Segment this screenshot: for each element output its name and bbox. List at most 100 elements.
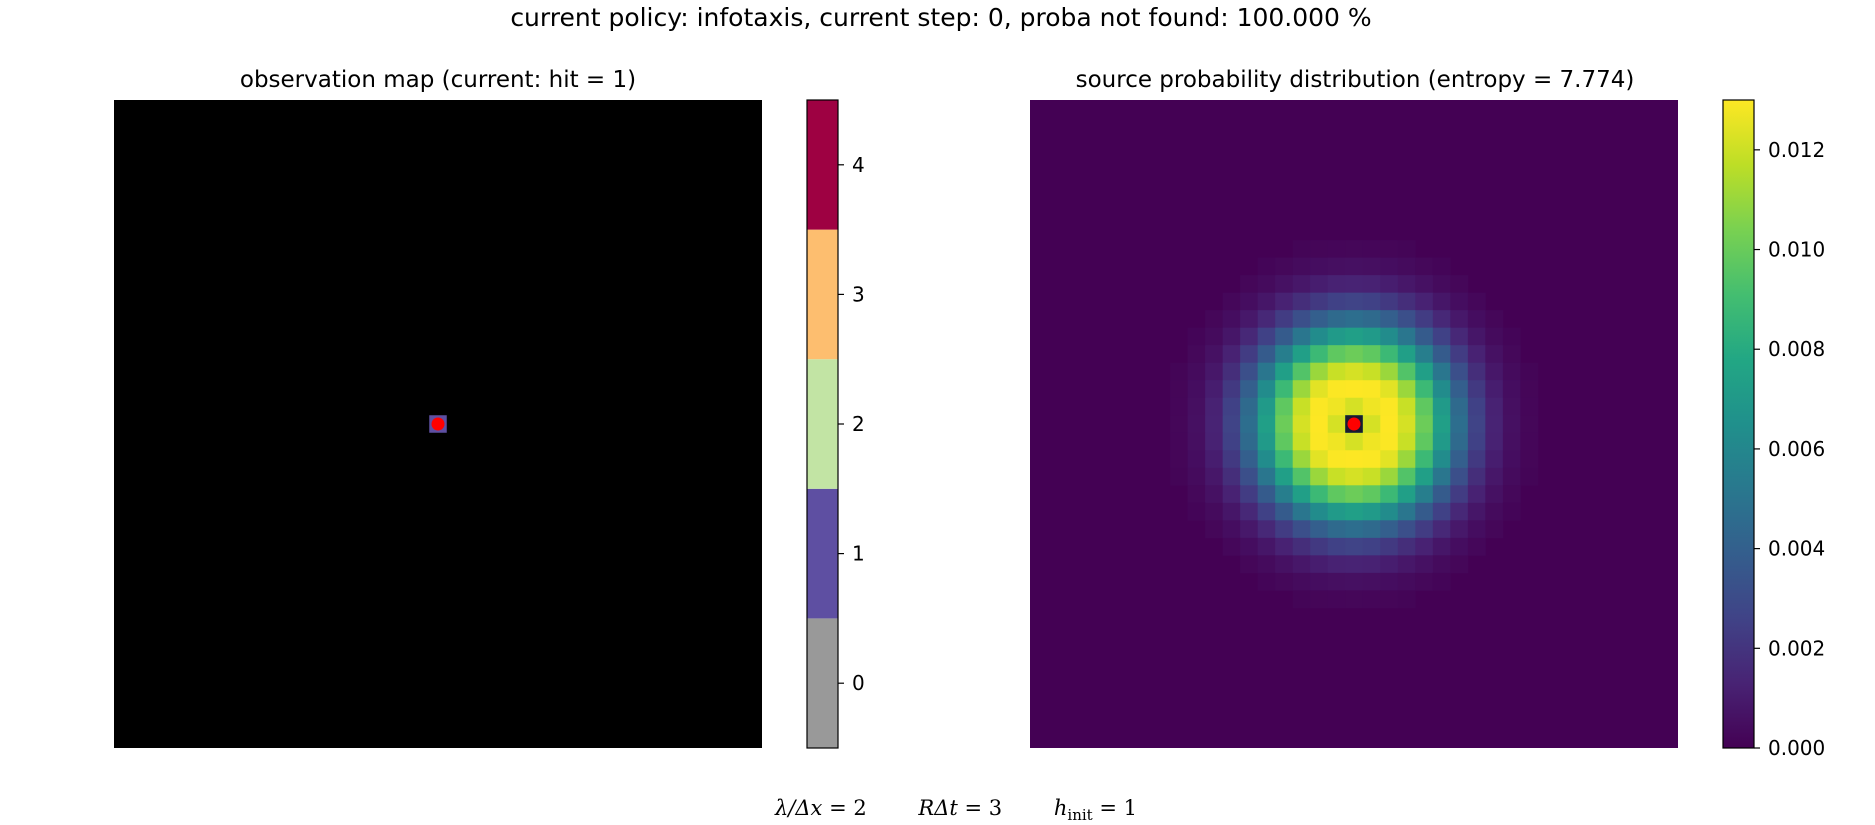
probability-cell bbox=[1275, 327, 1294, 346]
probability-cell bbox=[1467, 537, 1486, 556]
probability-cell bbox=[1450, 327, 1469, 346]
probability-cell bbox=[1397, 275, 1416, 294]
probability-cell bbox=[1327, 467, 1346, 486]
probability-cell bbox=[1292, 292, 1311, 311]
probability-cell bbox=[1362, 327, 1381, 346]
probability-cell bbox=[1310, 485, 1329, 504]
probability-cell bbox=[1275, 485, 1294, 504]
probability-cell bbox=[1205, 450, 1224, 469]
probability-cell bbox=[1345, 467, 1364, 486]
probability-cell bbox=[1467, 520, 1486, 539]
probability-cell bbox=[1292, 485, 1311, 504]
probability-cell bbox=[1327, 590, 1346, 609]
probability-cell bbox=[1240, 292, 1259, 311]
probability-cell bbox=[1397, 555, 1416, 574]
probability-cell bbox=[1415, 537, 1434, 556]
probability-cell bbox=[1397, 327, 1416, 346]
probability-cell bbox=[1380, 327, 1399, 346]
probability-cell bbox=[1292, 275, 1311, 294]
probability-cell bbox=[1450, 310, 1469, 329]
probability-cell bbox=[1310, 520, 1329, 539]
probability-cell bbox=[1380, 572, 1399, 591]
probability-cell bbox=[1327, 292, 1346, 311]
probability-cell bbox=[1415, 555, 1434, 574]
probability-cell bbox=[1310, 257, 1329, 276]
probability-cell bbox=[1450, 397, 1469, 416]
probability-cell bbox=[1380, 415, 1399, 434]
probability-cell bbox=[1415, 485, 1434, 504]
probability-cell bbox=[1397, 345, 1416, 364]
probability-cell bbox=[1205, 520, 1224, 539]
probability-cell bbox=[1257, 275, 1276, 294]
probability-cell bbox=[1362, 362, 1381, 381]
probability-cell bbox=[1327, 415, 1346, 434]
probability-cell bbox=[1362, 415, 1381, 434]
probability-cell bbox=[1450, 380, 1469, 399]
probability-cell bbox=[1415, 572, 1434, 591]
probability-cell bbox=[1397, 432, 1416, 451]
probability-cell bbox=[1240, 520, 1259, 539]
probability-cell bbox=[1432, 450, 1451, 469]
probability-cell bbox=[1415, 397, 1434, 416]
probability-cell bbox=[1275, 397, 1294, 416]
probability-cell bbox=[1292, 520, 1311, 539]
probability-cell bbox=[1327, 310, 1346, 329]
probability-cell bbox=[1345, 397, 1364, 416]
probability-cell bbox=[1240, 450, 1259, 469]
probability-cell bbox=[1432, 327, 1451, 346]
probability-cell bbox=[1467, 397, 1486, 416]
probability-cell bbox=[1275, 275, 1294, 294]
probability-cell bbox=[1380, 345, 1399, 364]
probability-cell bbox=[1310, 537, 1329, 556]
probability-cell bbox=[1485, 485, 1504, 504]
probability-cell bbox=[1362, 275, 1381, 294]
probability-cell bbox=[1380, 590, 1399, 609]
probability-cell bbox=[1362, 240, 1381, 259]
probability-cell bbox=[1275, 467, 1294, 486]
probability-cell bbox=[1345, 485, 1364, 504]
probability-cell bbox=[1467, 362, 1486, 381]
observation-colorbar: 0 1 2 3 4 bbox=[806, 99, 865, 749]
probability-cell bbox=[1327, 450, 1346, 469]
probability-cell bbox=[1187, 362, 1206, 381]
probability-cell bbox=[1240, 310, 1259, 329]
probability-cell bbox=[1222, 415, 1241, 434]
probability-cell bbox=[1432, 432, 1451, 451]
probability-cell bbox=[1240, 467, 1259, 486]
probability-cell bbox=[1257, 327, 1276, 346]
probability-cell bbox=[1485, 502, 1504, 521]
probability-cell bbox=[1205, 502, 1224, 521]
probability-cell bbox=[1187, 450, 1206, 469]
probability-cell bbox=[1450, 362, 1469, 381]
probability-cell bbox=[1450, 415, 1469, 434]
probability-cell bbox=[1502, 380, 1521, 399]
colorbar-tick-label: 0.004 bbox=[1768, 537, 1825, 561]
probability-cell bbox=[1467, 450, 1486, 469]
probability-cell bbox=[1275, 380, 1294, 399]
probability-cell bbox=[1345, 362, 1364, 381]
probability-cell bbox=[1345, 380, 1364, 399]
figure-suptitle: current policy: infotaxis, current step:… bbox=[510, 3, 1371, 32]
probability-cell bbox=[1222, 292, 1241, 311]
probability-cell bbox=[1362, 450, 1381, 469]
probability-cell bbox=[1327, 275, 1346, 294]
probability-cell bbox=[1310, 590, 1329, 609]
probability-cell bbox=[1345, 327, 1364, 346]
probability-cell bbox=[1327, 485, 1346, 504]
agent-marker bbox=[431, 417, 445, 431]
probability-cell bbox=[1187, 327, 1206, 346]
probability-cell bbox=[1397, 397, 1416, 416]
probability-cell bbox=[1450, 345, 1469, 364]
lambda-param: λ/Δx = 2 bbox=[774, 796, 867, 820]
probability-cell bbox=[1292, 345, 1311, 364]
probability-cell bbox=[1310, 310, 1329, 329]
probability-cell bbox=[1310, 415, 1329, 434]
probability-cell bbox=[1432, 310, 1451, 329]
probability-cell bbox=[1292, 572, 1311, 591]
probability-cell bbox=[1310, 275, 1329, 294]
probability-cell bbox=[1415, 520, 1434, 539]
probability-cell bbox=[1257, 380, 1276, 399]
probability-cell bbox=[1467, 345, 1486, 364]
probability-cell bbox=[1327, 432, 1346, 451]
probability-cell bbox=[1485, 415, 1504, 434]
